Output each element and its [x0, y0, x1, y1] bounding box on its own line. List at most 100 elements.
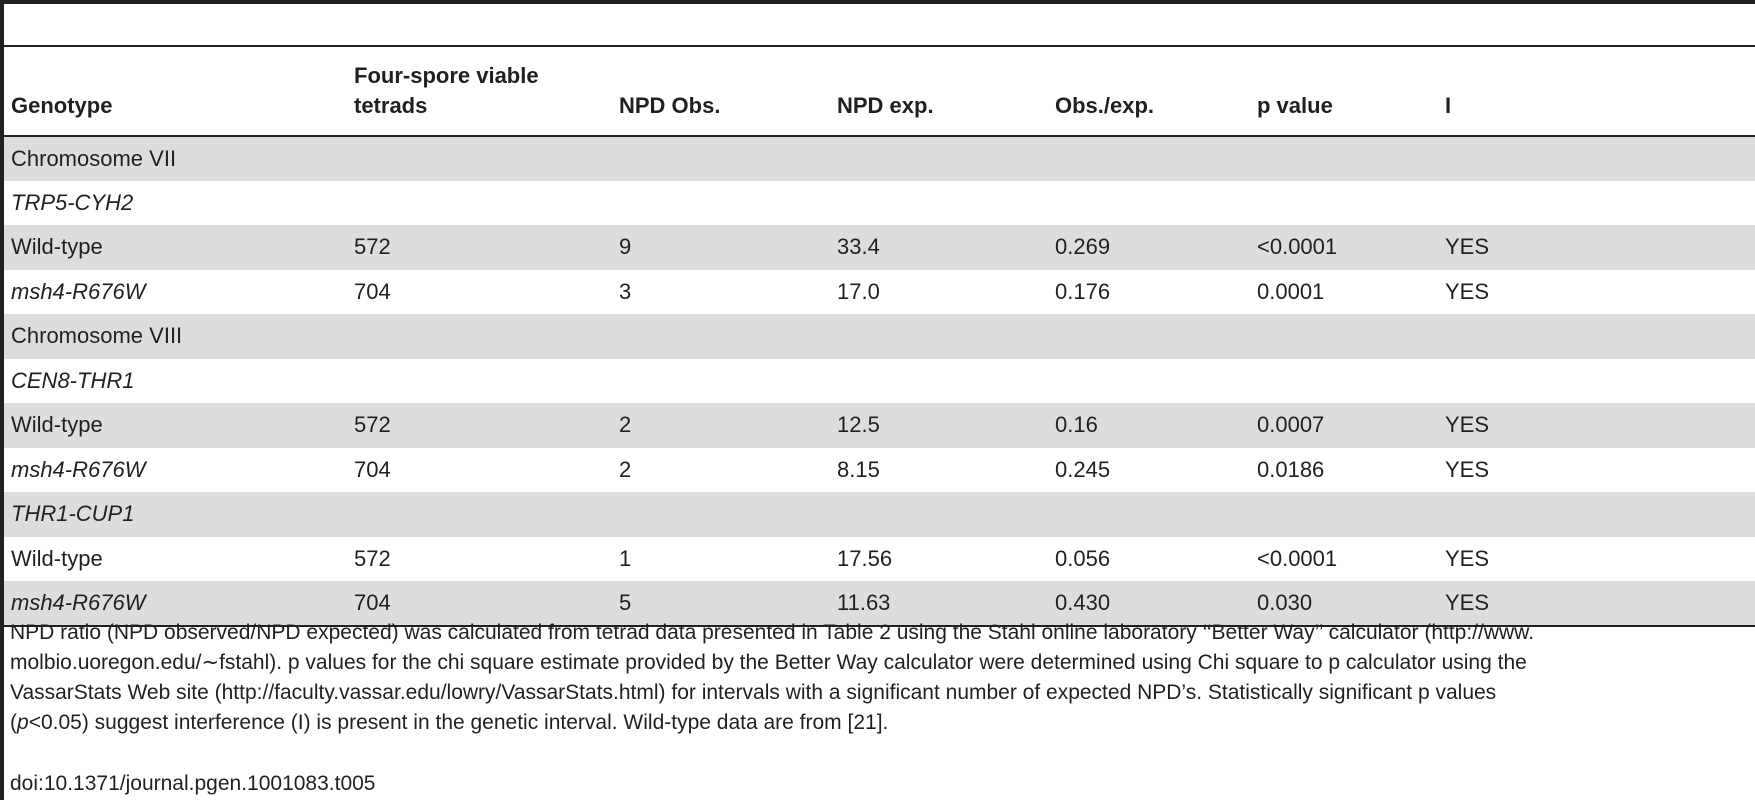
npd-obs-cell	[612, 136, 830, 181]
doi-label: doi:10.1371/journal.pgen.1001083.t005	[10, 772, 376, 795]
obs-exp-cell	[1048, 492, 1250, 537]
tetrads-cell: 704	[347, 581, 612, 627]
table-row: TRP5-CYH2	[4, 181, 1755, 226]
table-row: msh4-R676W 704 3 17.0 0.176 0.0001 YES	[4, 270, 1755, 315]
npd-obs-cell: 5	[612, 581, 830, 627]
genotype-cell: Wild-type	[4, 225, 347, 270]
footnote-line-1: NPD ratio (NPD observed/NPD expected) wa…	[10, 621, 1535, 644]
footnote-p-symbol: p	[17, 711, 29, 734]
obs-exp-cell	[1048, 136, 1250, 181]
npd-ratio-table: Genotype Four-spore viable tetrads NPD O…	[4, 46, 1755, 627]
p-value-cell: 0.0001	[1257, 278, 1325, 304]
header-four-spore-line2: tetrads	[354, 93, 428, 118]
table-row: Chromosome VII	[4, 136, 1755, 181]
genotype-cell: msh4-R676W	[4, 581, 347, 627]
npd-exp-cell	[830, 136, 1048, 181]
p-value-cell	[1250, 314, 1438, 359]
tetrads-cell: 572	[347, 403, 612, 448]
npd-obs-cell: 2	[619, 456, 632, 482]
header-four-spore-line1: Four-spore viable	[354, 63, 539, 88]
table-row: msh4-R676W 704 5 11.63 0.430 0.030 YES	[4, 581, 1755, 627]
genotype-cell: Wild-type	[4, 403, 347, 448]
tetrads-cell	[347, 181, 612, 226]
table-body: Chromosome VII TRP5-CYH2 Wild-type 572 9 33.4…	[4, 136, 1755, 627]
npd-exp-cell: 12.5	[830, 403, 1048, 448]
p-value-cell: 0.0007	[1250, 403, 1438, 448]
tetrads-cell: 704	[354, 278, 391, 304]
npd-obs-cell: 9	[612, 225, 830, 270]
npd-obs-cell	[612, 359, 830, 404]
npd-obs-cell	[612, 314, 830, 359]
npd-obs-cell: 1	[619, 545, 632, 571]
obs-exp-cell: 0.056	[1055, 545, 1111, 571]
p-value-cell: 0.030	[1250, 581, 1438, 627]
p-value-cell	[1250, 181, 1438, 226]
footnote-line-4-rest: <0.05) suggest interference (I) is prese…	[28, 711, 889, 734]
genotype-cell: THR1-CUP1	[4, 492, 347, 537]
genotype-cell: Chromosome VIII	[4, 314, 347, 359]
obs-exp-cell: 0.16	[1048, 403, 1250, 448]
obs-exp-cell: 0.176	[1055, 278, 1111, 304]
interference-cell: YES	[1438, 581, 1755, 627]
interference-cell: YES	[1445, 278, 1490, 304]
footnote-line-4: (p<0.05) suggest interference (I) is pre…	[10, 708, 1755, 738]
footnote-paren-open: (	[10, 711, 17, 734]
npd-obs-cell	[612, 492, 830, 537]
genotype-cell: Wild-type	[11, 545, 103, 571]
table-footnote: NPD ratio (NPD observed/NPD expected) wa…	[10, 618, 1755, 738]
npd-obs-cell: 2	[612, 403, 830, 448]
p-value-cell: <0.0001	[1250, 225, 1438, 270]
table-row: msh4-R676W 704 2 8.15 0.245 0.0186 YES	[4, 448, 1755, 493]
interference-cell: YES	[1445, 456, 1490, 482]
interference-cell: YES	[1438, 225, 1755, 270]
tetrads-cell: 572	[347, 225, 612, 270]
genotype-cell: Chromosome VII	[4, 136, 347, 181]
interference-cell	[1438, 359, 1755, 404]
interference-cell: YES	[1445, 545, 1490, 571]
table-row: THR1-CUP1	[4, 492, 1755, 537]
p-value-cell: <0.0001	[1257, 545, 1338, 571]
npd-obs-cell: 3	[619, 278, 632, 304]
npd-exp-cell	[830, 181, 1048, 226]
obs-exp-cell: 0.245	[1055, 456, 1111, 482]
table-header-row: Genotype Four-spore viable tetrads NPD O…	[4, 46, 1755, 137]
interference-cell	[1438, 181, 1755, 226]
interference-cell	[1438, 492, 1755, 537]
footnote-line-3: VassarStats Web site (http://faculty.vas…	[10, 681, 1497, 704]
genotype-cell: CEN8-THR1	[11, 367, 135, 393]
npd-exp-cell: 33.4	[830, 225, 1048, 270]
p-value-cell	[1250, 492, 1438, 537]
npd-exp-cell: 11.63	[830, 581, 1048, 627]
tetrads-cell: 572	[354, 545, 391, 571]
tetrads-cell	[347, 492, 612, 537]
genotype-cell: TRP5-CYH2	[11, 189, 134, 215]
interference-cell: YES	[1438, 403, 1755, 448]
header-p-value: p value	[1250, 46, 1438, 137]
table-row: Wild-type 572 2 12.5 0.16 0.0007 YES	[4, 403, 1755, 448]
p-value-cell	[1250, 136, 1438, 181]
npd-exp-cell	[830, 314, 1048, 359]
npd-exp-cell: 8.15	[837, 456, 880, 482]
table-row: Wild-type 572 9 33.4 0.269 <0.0001 YES	[4, 225, 1755, 270]
npd-exp-cell: 17.56	[837, 545, 893, 571]
table-row: CEN8-THR1	[4, 359, 1755, 404]
obs-exp-cell: 0.430	[1048, 581, 1250, 627]
tetrads-cell	[347, 136, 612, 181]
header-npd-obs: NPD Obs.	[612, 46, 830, 137]
table-row: Wild-type 572 1 17.56 0.056 <0.0001 YES	[4, 537, 1755, 582]
tetrads-cell: 704	[354, 456, 391, 482]
header-npd-exp: NPD exp.	[830, 46, 1048, 137]
npd-exp-cell: 17.0	[837, 278, 880, 304]
header-obs-exp: Obs./exp.	[1048, 46, 1250, 137]
tetrads-cell	[347, 314, 612, 359]
genotype-cell: msh4-R676W	[11, 278, 146, 304]
tetrads-cell	[347, 359, 612, 404]
header-interference: I	[1438, 46, 1755, 137]
obs-exp-cell	[1048, 314, 1250, 359]
table-row: Chromosome VIII	[4, 314, 1755, 359]
p-value-cell: 0.0186	[1257, 456, 1325, 482]
data-table-container: Genotype Four-spore viable tetrads NPD O…	[4, 46, 1755, 627]
genotype-cell: msh4-R676W	[11, 456, 146, 482]
npd-exp-cell	[830, 492, 1048, 537]
top-border	[0, 0, 1755, 4]
